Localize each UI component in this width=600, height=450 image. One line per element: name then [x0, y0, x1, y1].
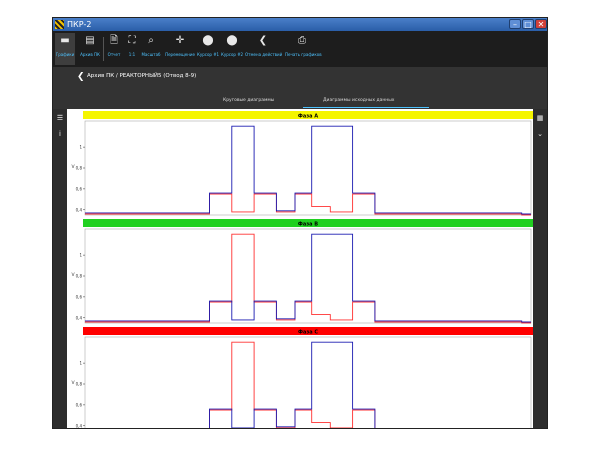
- y-tick-label: 0,4: [76, 207, 83, 212]
- phase-band: [83, 219, 533, 227]
- right-rail: ▦ ⌄: [533, 109, 547, 428]
- toolbar-cursor1-button[interactable]: ⬤ Курсор #1: [197, 35, 220, 57]
- title-bar: ПКР-2 – □ ✕: [53, 18, 547, 31]
- minus-icon: ▬: [60, 35, 70, 46]
- phase-title: Фаза А: [298, 114, 318, 120]
- series-line-blue: [209, 341, 376, 428]
- y-tick-label: 1: [79, 253, 82, 258]
- minimize-button[interactable]: –: [509, 19, 521, 29]
- series-line-red: [209, 341, 376, 428]
- tab-source-data-diagrams[interactable]: Диаграммы исходных данных: [323, 98, 395, 103]
- toolbar-zoom-button[interactable]: ⌕ Масштаб: [141, 35, 161, 57]
- tab-bar: Круговые диаграммы Диаграммы исходных да…: [53, 95, 547, 109]
- back-chevron-icon[interactable]: ❮: [77, 72, 85, 82]
- grid-icon[interactable]: ▦: [536, 114, 544, 122]
- marker-icon: ⬤: [226, 35, 238, 46]
- left-rail: ☰ i: [53, 109, 67, 428]
- breadcrumb: ❮ Архив ПК / РЕАКТОРНЫЙ5 (Отвод 8-9): [53, 67, 547, 95]
- search-icon: ⌕: [148, 35, 154, 46]
- app-logo-icon: [55, 20, 64, 29]
- y-tick-label: 0,4: [76, 423, 83, 428]
- y-tick-label: 0,8: [76, 166, 83, 171]
- y-tick-label: 1: [79, 145, 82, 150]
- fit-icon: ⛶: [128, 35, 136, 46]
- y-tick-label: 0,8: [76, 382, 83, 387]
- y-axis-label: V: [71, 380, 75, 386]
- phase-band: [83, 327, 533, 335]
- phase-title: Фаза С: [298, 330, 318, 336]
- y-tick-label: 1: [79, 361, 82, 366]
- tab-circular-diagrams[interactable]: Круговые диаграммы: [223, 98, 275, 103]
- database-icon: ▤: [85, 35, 95, 46]
- series-line-red: [85, 233, 531, 324]
- list-icon[interactable]: ☰: [56, 114, 64, 122]
- active-tab-indicator: [303, 107, 429, 108]
- info-icon[interactable]: i: [59, 130, 61, 138]
- series-line-blue: [85, 125, 531, 215]
- toolbar-report-button[interactable]: 🗎 Отчет: [107, 35, 121, 57]
- toolbar-archive-button[interactable]: ▤ Архив ПК: [80, 35, 100, 57]
- series-line-red: [85, 193, 531, 216]
- y-tick-label: 0,6: [76, 294, 83, 299]
- app-window: ПКР-2 – □ ✕ ▬ Графики ▤ Архив ПК 🗎 Отчет…: [52, 17, 548, 429]
- y-axis-label: V: [71, 272, 75, 278]
- printer-icon: ⎙: [298, 35, 306, 46]
- maximize-button[interactable]: □: [522, 19, 534, 29]
- report-icon: 🗎: [109, 35, 119, 46]
- y-tick-label: 0,6: [76, 402, 83, 407]
- plot-frame: [84, 228, 532, 324]
- toolbar-cursor2-button[interactable]: ⬤ Курсор #2: [221, 35, 244, 57]
- y-tick-label: 0,4: [76, 315, 83, 320]
- phase-band: [83, 111, 533, 119]
- move-icon: ✛: [175, 35, 185, 46]
- toolbar: ▬ Графики ▤ Архив ПК 🗎 Отчет ⛶ 1:1 ⌕ Мас…: [53, 31, 547, 67]
- toolbar-pan-button[interactable]: ✛ Перемещение: [165, 35, 195, 57]
- y-tick-label: 0,6: [76, 186, 83, 191]
- close-button[interactable]: ✕: [535, 19, 547, 29]
- y-axis-label: V: [71, 164, 75, 170]
- toolbar-undo-button[interactable]: ❮ Отмена действий: [245, 35, 283, 57]
- chevron-down-icon[interactable]: ⌄: [537, 130, 543, 138]
- series-line-blue: [85, 233, 531, 323]
- breadcrumb-text: Архив ПК / РЕАКТОРНЫЙ5 (Отвод 8-9): [87, 73, 197, 79]
- plot-frame: [84, 336, 532, 428]
- window-title: ПКР-2: [67, 20, 92, 29]
- charts-svg: Фаза А 0,4 0,6 0,8 1 V Фаза В 0,4 0,6 0,8 1 V Фаза С…: [71, 111, 533, 428]
- marker-icon: ⬤: [202, 35, 214, 46]
- plot-frame: [84, 120, 532, 216]
- phase-title: Фаза В: [298, 222, 318, 228]
- plot-area: Фаза А 0,4 0,6 0,8 1 V Фаза В 0,4 0,6 0,8 1 V Фаза С…: [67, 109, 533, 428]
- y-tick-label: 0,8: [76, 274, 83, 279]
- toolbar-print-button[interactable]: ⎙ Печать графиков: [285, 35, 322, 57]
- toolbar-graphs-button[interactable]: ▬ Графики: [55, 33, 75, 65]
- chevron-left-icon: ❮: [258, 35, 268, 46]
- toolbar-divider: [103, 37, 104, 61]
- toolbar-fit-button[interactable]: ⛶ 1:1: [125, 33, 139, 65]
